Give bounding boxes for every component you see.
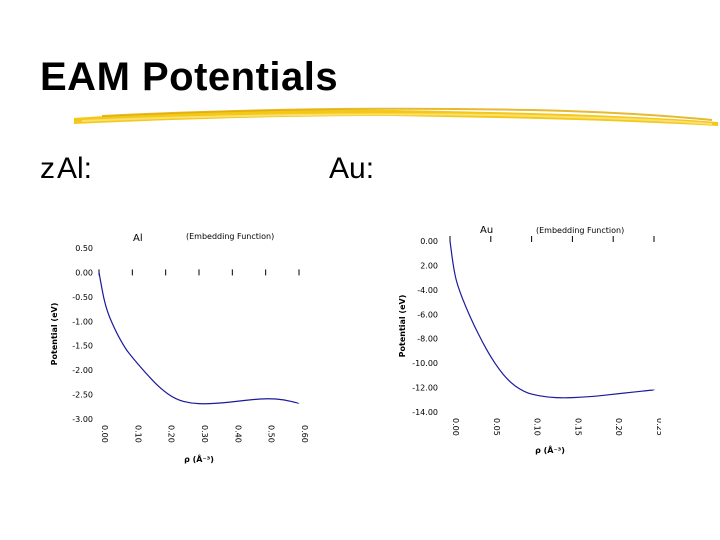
highlighter-stroke: [74, 107, 718, 126]
au-xtick-label: 0.10: [533, 418, 542, 436]
chart-au-plot-area: [450, 239, 654, 412]
chart-au: Au (Embedding Function) Potential (eV) ρ…: [384, 191, 664, 467]
chart-au-subtitle: (Embedding Function): [536, 226, 624, 235]
al-xtick-label: 0.00: [100, 425, 109, 443]
chart-al-xticks: 0.00 0.10 0.20 0.30 0.40 0.50 0.60: [100, 425, 309, 443]
chart-al: Al (Embedding Function) Potential (eV) ρ…: [36, 197, 313, 473]
bullet-al: zAl:: [40, 152, 92, 186]
bullet-al-label: Al:: [57, 152, 93, 185]
au-ytick-label: 0.00: [420, 237, 438, 246]
al-xtick-label: 0.50: [267, 425, 276, 443]
al-xtick-label: 0.60: [300, 425, 309, 443]
chart-al-subtitle: (Embedding Function): [186, 232, 274, 241]
au-ytick-label: -6.00: [417, 310, 438, 319]
au-ytick-label: -10.00: [412, 359, 438, 368]
al-ytick-label: -0.50: [72, 293, 93, 302]
chart-au-xticks: 0.00 0.05 0.10 0.15 0.20 0.25: [451, 418, 664, 436]
chart-al-series-line: [98, 272, 300, 405]
al-ytick-label: -2.00: [72, 366, 93, 375]
au-xtick-label: 0.20: [614, 418, 623, 436]
al-xtick-label: 0.30: [200, 425, 209, 443]
highlighter-stroke-light: [81, 113, 713, 125]
au-ytick-label: -12.00: [412, 384, 438, 393]
au-xtick-label: 0.00: [451, 418, 460, 436]
chart-al-xlabel: ρ (Å⁻³): [184, 454, 214, 464]
slide-title: EAM Potentials: [40, 55, 339, 99]
chart-au-series-line: [449, 240, 655, 399]
chart-al-title: Al: [133, 233, 143, 244]
au-ytick-label: -8.00: [417, 335, 438, 344]
al-xtick-label: 0.20: [167, 425, 176, 443]
highlighter-stroke-main: [74, 109, 718, 126]
au-xtick-label: 0.25: [655, 418, 661, 436]
au-xtick-label: 0.15: [573, 418, 582, 436]
au-xtick-label: 0.05: [492, 418, 501, 436]
highlighter-stroke-streak: [101, 107, 713, 121]
chart-al-yticks: 0.50 0.00 -0.50 -1.00 -1.50 -2.00 -2.50 -3.00: [72, 244, 93, 424]
al-ytick-label: -1.00: [72, 317, 93, 326]
chart-al-svg: Al (Embedding Function) Potential (eV) ρ…: [36, 197, 313, 473]
al-ytick-label: -1.50: [72, 342, 93, 351]
z-bullet-icon: z: [40, 152, 55, 185]
chart-au-yticks: 0.00 2.00 -4.00 -6.00 -8.00 -10.00 -12.00 -14.0…: [412, 237, 438, 417]
chart-al-plot-area: [99, 249, 299, 419]
al-ytick-label: -3.00: [72, 415, 93, 424]
chart-au-xlabel: ρ (Å⁻³): [535, 445, 565, 455]
chart-au-svg: Au (Embedding Function) Potential (eV) ρ…: [384, 191, 664, 467]
au-ytick-label: 2.00: [420, 261, 438, 270]
chart-au-top-ticks: [449, 236, 655, 242]
label-au: Au:: [329, 152, 375, 185]
al-xtick-label: 0.10: [133, 425, 142, 443]
au-ytick-label: -4.00: [417, 286, 438, 295]
chart-au-title: Au: [480, 225, 493, 236]
al-ytick-label: -2.50: [72, 391, 93, 400]
au-ytick-label: -14.00: [412, 408, 438, 417]
chart-au-ylabel: Potential (eV): [398, 295, 407, 358]
al-ytick-label: 0.00: [75, 268, 93, 277]
chart-al-ylabel: Potential (eV): [50, 303, 59, 366]
al-ytick-label: 0.50: [75, 244, 93, 253]
al-xtick-label: 0.40: [233, 425, 242, 443]
